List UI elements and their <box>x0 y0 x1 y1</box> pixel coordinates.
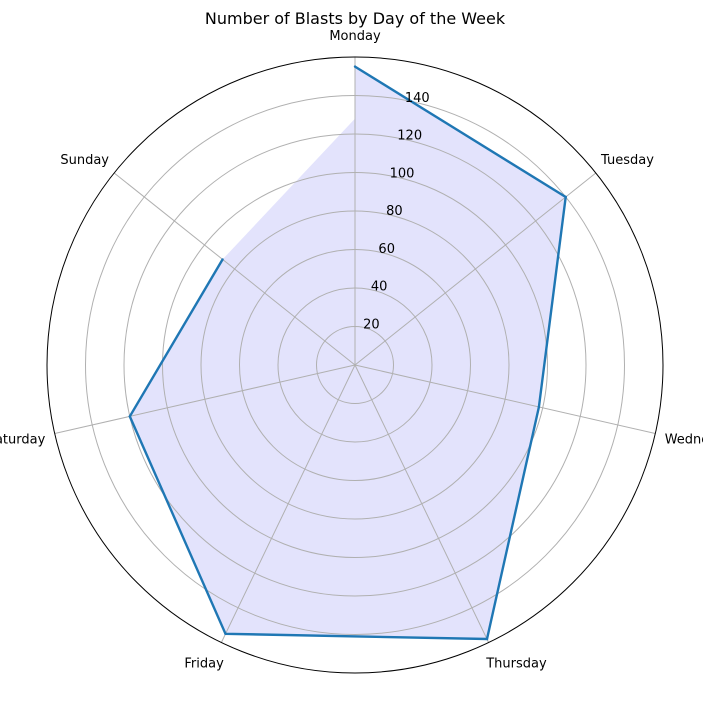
category-label-thursday: Thursday <box>485 656 547 671</box>
radial-tick-100: 100 <box>390 166 415 181</box>
fill-layer <box>129 66 566 640</box>
point-friday <box>224 632 227 635</box>
series-fill <box>129 66 566 640</box>
outer-frame <box>46 56 664 674</box>
category-label-monday: Monday <box>329 29 381 44</box>
category-label-tuesday: Tuesday <box>600 153 654 168</box>
category-label-saturday: Saturday <box>0 432 46 447</box>
point-saturday <box>128 415 131 418</box>
spoke-wednesday <box>354 364 656 435</box>
spoke-thursday <box>354 364 490 643</box>
radial-tick-80: 80 <box>386 204 403 219</box>
radial-tick-120: 120 <box>397 129 422 144</box>
radial-tick-140: 140 <box>405 91 430 106</box>
label-layer: 20 40 60 80 100 120 140 Monday Tuesday Wednesday T… <box>0 29 703 671</box>
point-tuesday <box>564 195 567 199</box>
category-label-friday: Friday <box>184 656 224 671</box>
grid-layer <box>46 56 664 674</box>
radial-tick-60: 60 <box>378 242 395 257</box>
spoke-friday <box>220 364 356 643</box>
category-label-wednesday: Wednesday <box>665 432 703 447</box>
category-label-sunday: Sunday <box>60 153 109 168</box>
radial-tick-20: 20 <box>363 317 380 332</box>
line-layer <box>128 65 567 641</box>
point-thursday <box>485 637 489 641</box>
point-monday <box>353 65 357 68</box>
point-wednesday <box>537 405 541 409</box>
spoke-tuesday <box>354 172 597 366</box>
spoke-saturday <box>54 364 356 435</box>
spoke-sunday <box>113 172 356 366</box>
radial-tick-40: 40 <box>371 280 388 295</box>
chart-title: Number of Blasts by Day of the Week <box>205 9 506 28</box>
point-sunday <box>221 258 224 261</box>
